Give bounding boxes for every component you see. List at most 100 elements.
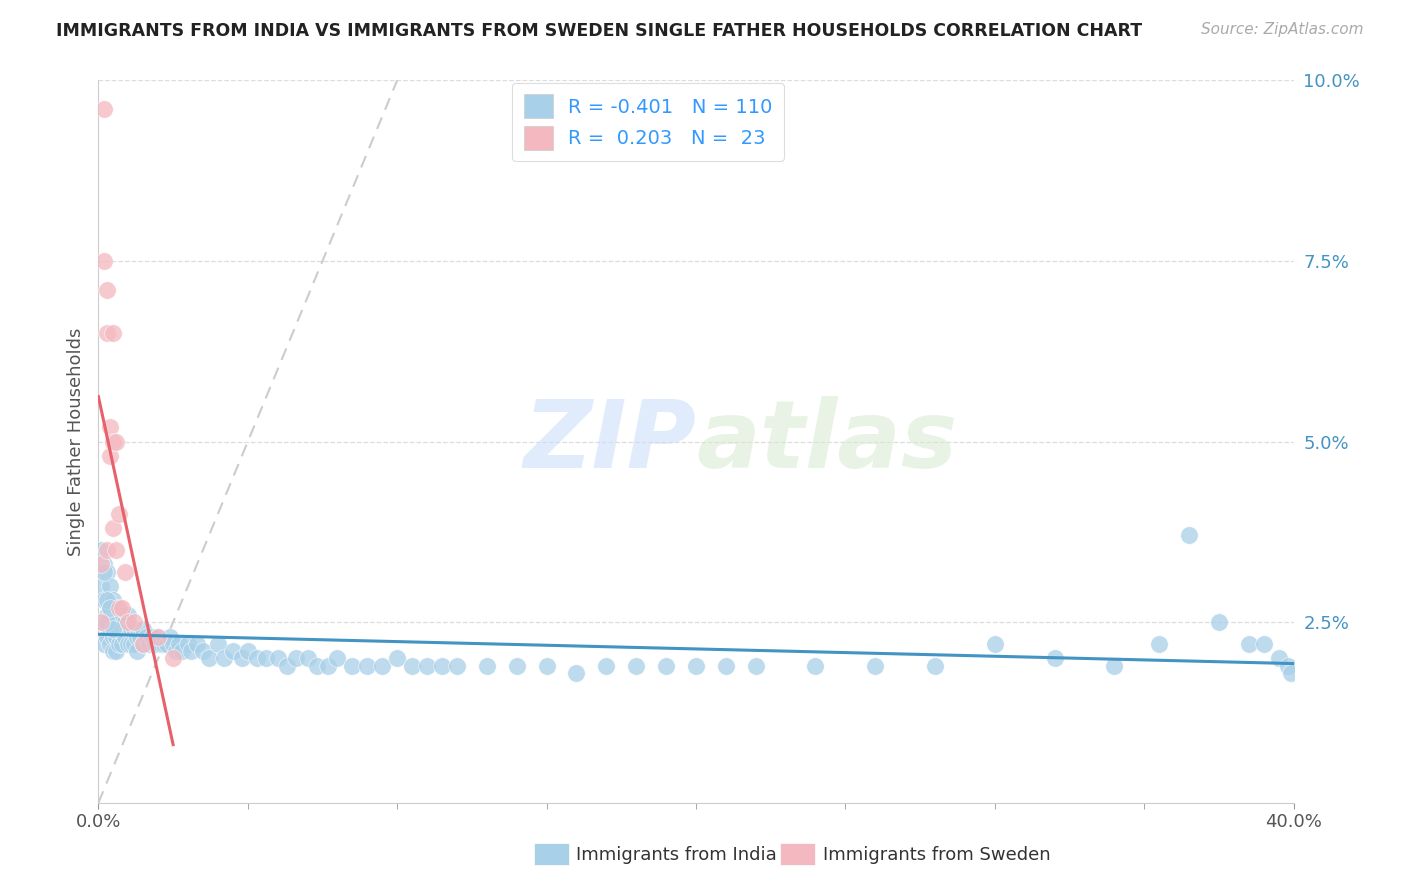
Point (276, 658, 298, 673)
Point (430, 658, 453, 673)
Point (114, 615, 136, 630)
Point (117, 607, 139, 622)
Point (90, 615, 112, 630)
Point (371, 658, 394, 673)
Point (655, 658, 678, 673)
Point (1237, 637, 1260, 651)
Point (98, 637, 122, 651)
Point (150, 637, 173, 651)
Point (626, 658, 648, 673)
Point (103, 630, 125, 644)
Point (1253, 637, 1275, 651)
Point (475, 658, 498, 673)
Point (108, 507, 131, 521)
Point (127, 630, 149, 644)
Point (103, 434, 125, 449)
Point (96, 565, 118, 579)
Point (90, 615, 112, 630)
Point (117, 637, 139, 651)
Point (96, 593, 118, 607)
Point (595, 658, 617, 673)
Point (127, 644, 149, 658)
Point (536, 658, 558, 673)
Point (446, 658, 468, 673)
Point (159, 630, 181, 644)
Y-axis label: Single Father Households: Single Father Households (66, 327, 84, 556)
Text: Source: ZipAtlas.com: Source: ZipAtlas.com (1201, 22, 1364, 37)
Point (96, 607, 118, 622)
Point (98, 623, 122, 637)
Point (124, 623, 146, 637)
Point (132, 637, 155, 651)
Point (191, 644, 214, 658)
Text: ZIP: ZIP (523, 395, 696, 488)
Point (90, 558, 112, 572)
Point (685, 658, 707, 673)
Point (326, 651, 349, 665)
Point (267, 651, 290, 665)
Point (108, 607, 131, 622)
Point (129, 630, 152, 644)
Point (153, 637, 176, 651)
Point (103, 623, 125, 637)
Point (93, 593, 115, 607)
Point (305, 658, 328, 673)
Point (111, 600, 134, 615)
Point (93, 558, 115, 572)
Point (117, 615, 139, 630)
Point (96, 283, 118, 297)
Point (231, 651, 253, 665)
Point (565, 665, 588, 680)
Point (105, 630, 128, 644)
Point (172, 644, 194, 658)
Point (207, 637, 229, 651)
Point (108, 637, 131, 651)
Point (984, 637, 1007, 651)
Point (105, 434, 128, 449)
Point (96, 615, 118, 630)
Point (96, 326, 118, 340)
Point (141, 630, 163, 644)
Text: IMMIGRANTS FROM INDIA VS IMMIGRANTS FROM SWEDEN SINGLE FATHER HOUSEHOLDS CORRELA: IMMIGRANTS FROM INDIA VS IMMIGRANTS FROM… (56, 22, 1142, 40)
Point (1279, 665, 1302, 680)
Point (318, 658, 340, 673)
Point (1147, 637, 1170, 651)
Point (156, 637, 179, 651)
Point (162, 637, 184, 651)
Point (117, 623, 139, 637)
Point (103, 644, 125, 658)
Point (1208, 615, 1230, 630)
Point (342, 658, 364, 673)
Point (924, 658, 946, 673)
Point (108, 600, 131, 615)
Point (1178, 528, 1201, 542)
Point (165, 644, 187, 658)
Point (385, 651, 409, 665)
Point (167, 637, 190, 651)
Point (111, 607, 134, 622)
Point (143, 637, 166, 651)
Point (114, 630, 136, 644)
Point (804, 658, 827, 673)
Point (1043, 651, 1066, 665)
Point (120, 637, 142, 651)
Point (212, 651, 235, 665)
Point (865, 658, 887, 673)
Point (506, 658, 529, 673)
Point (98, 579, 122, 593)
Point (96, 630, 118, 644)
Point (246, 651, 269, 665)
Point (105, 542, 128, 557)
Point (284, 651, 307, 665)
Point (105, 600, 128, 615)
Point (98, 420, 122, 434)
Point (108, 623, 131, 637)
Point (254, 651, 277, 665)
Point (124, 615, 146, 630)
Point (105, 615, 128, 630)
Point (111, 637, 134, 651)
Point (103, 615, 125, 630)
Point (98, 600, 122, 615)
Point (132, 623, 155, 637)
Point (714, 658, 737, 673)
